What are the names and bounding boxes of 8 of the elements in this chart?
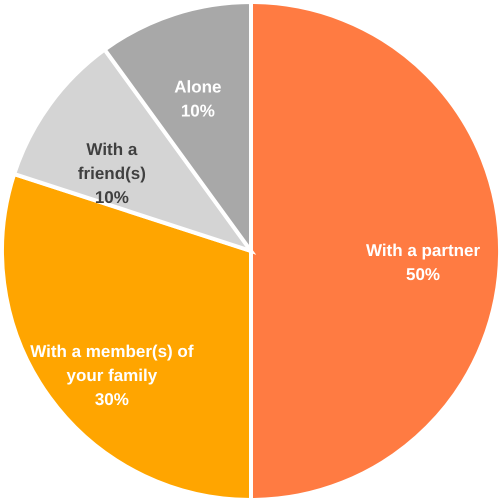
data-label: 10% (94, 188, 129, 207)
data-label: 10% (180, 101, 215, 120)
slice-label: With a friend(s) (78, 140, 146, 183)
slice-label: With a member(s) of your family (30, 342, 194, 386)
slice-label: With a partner (366, 241, 480, 260)
data-label: 50% (406, 265, 440, 284)
slice-label: Alone (174, 77, 222, 96)
data-label: 30% (94, 390, 129, 410)
